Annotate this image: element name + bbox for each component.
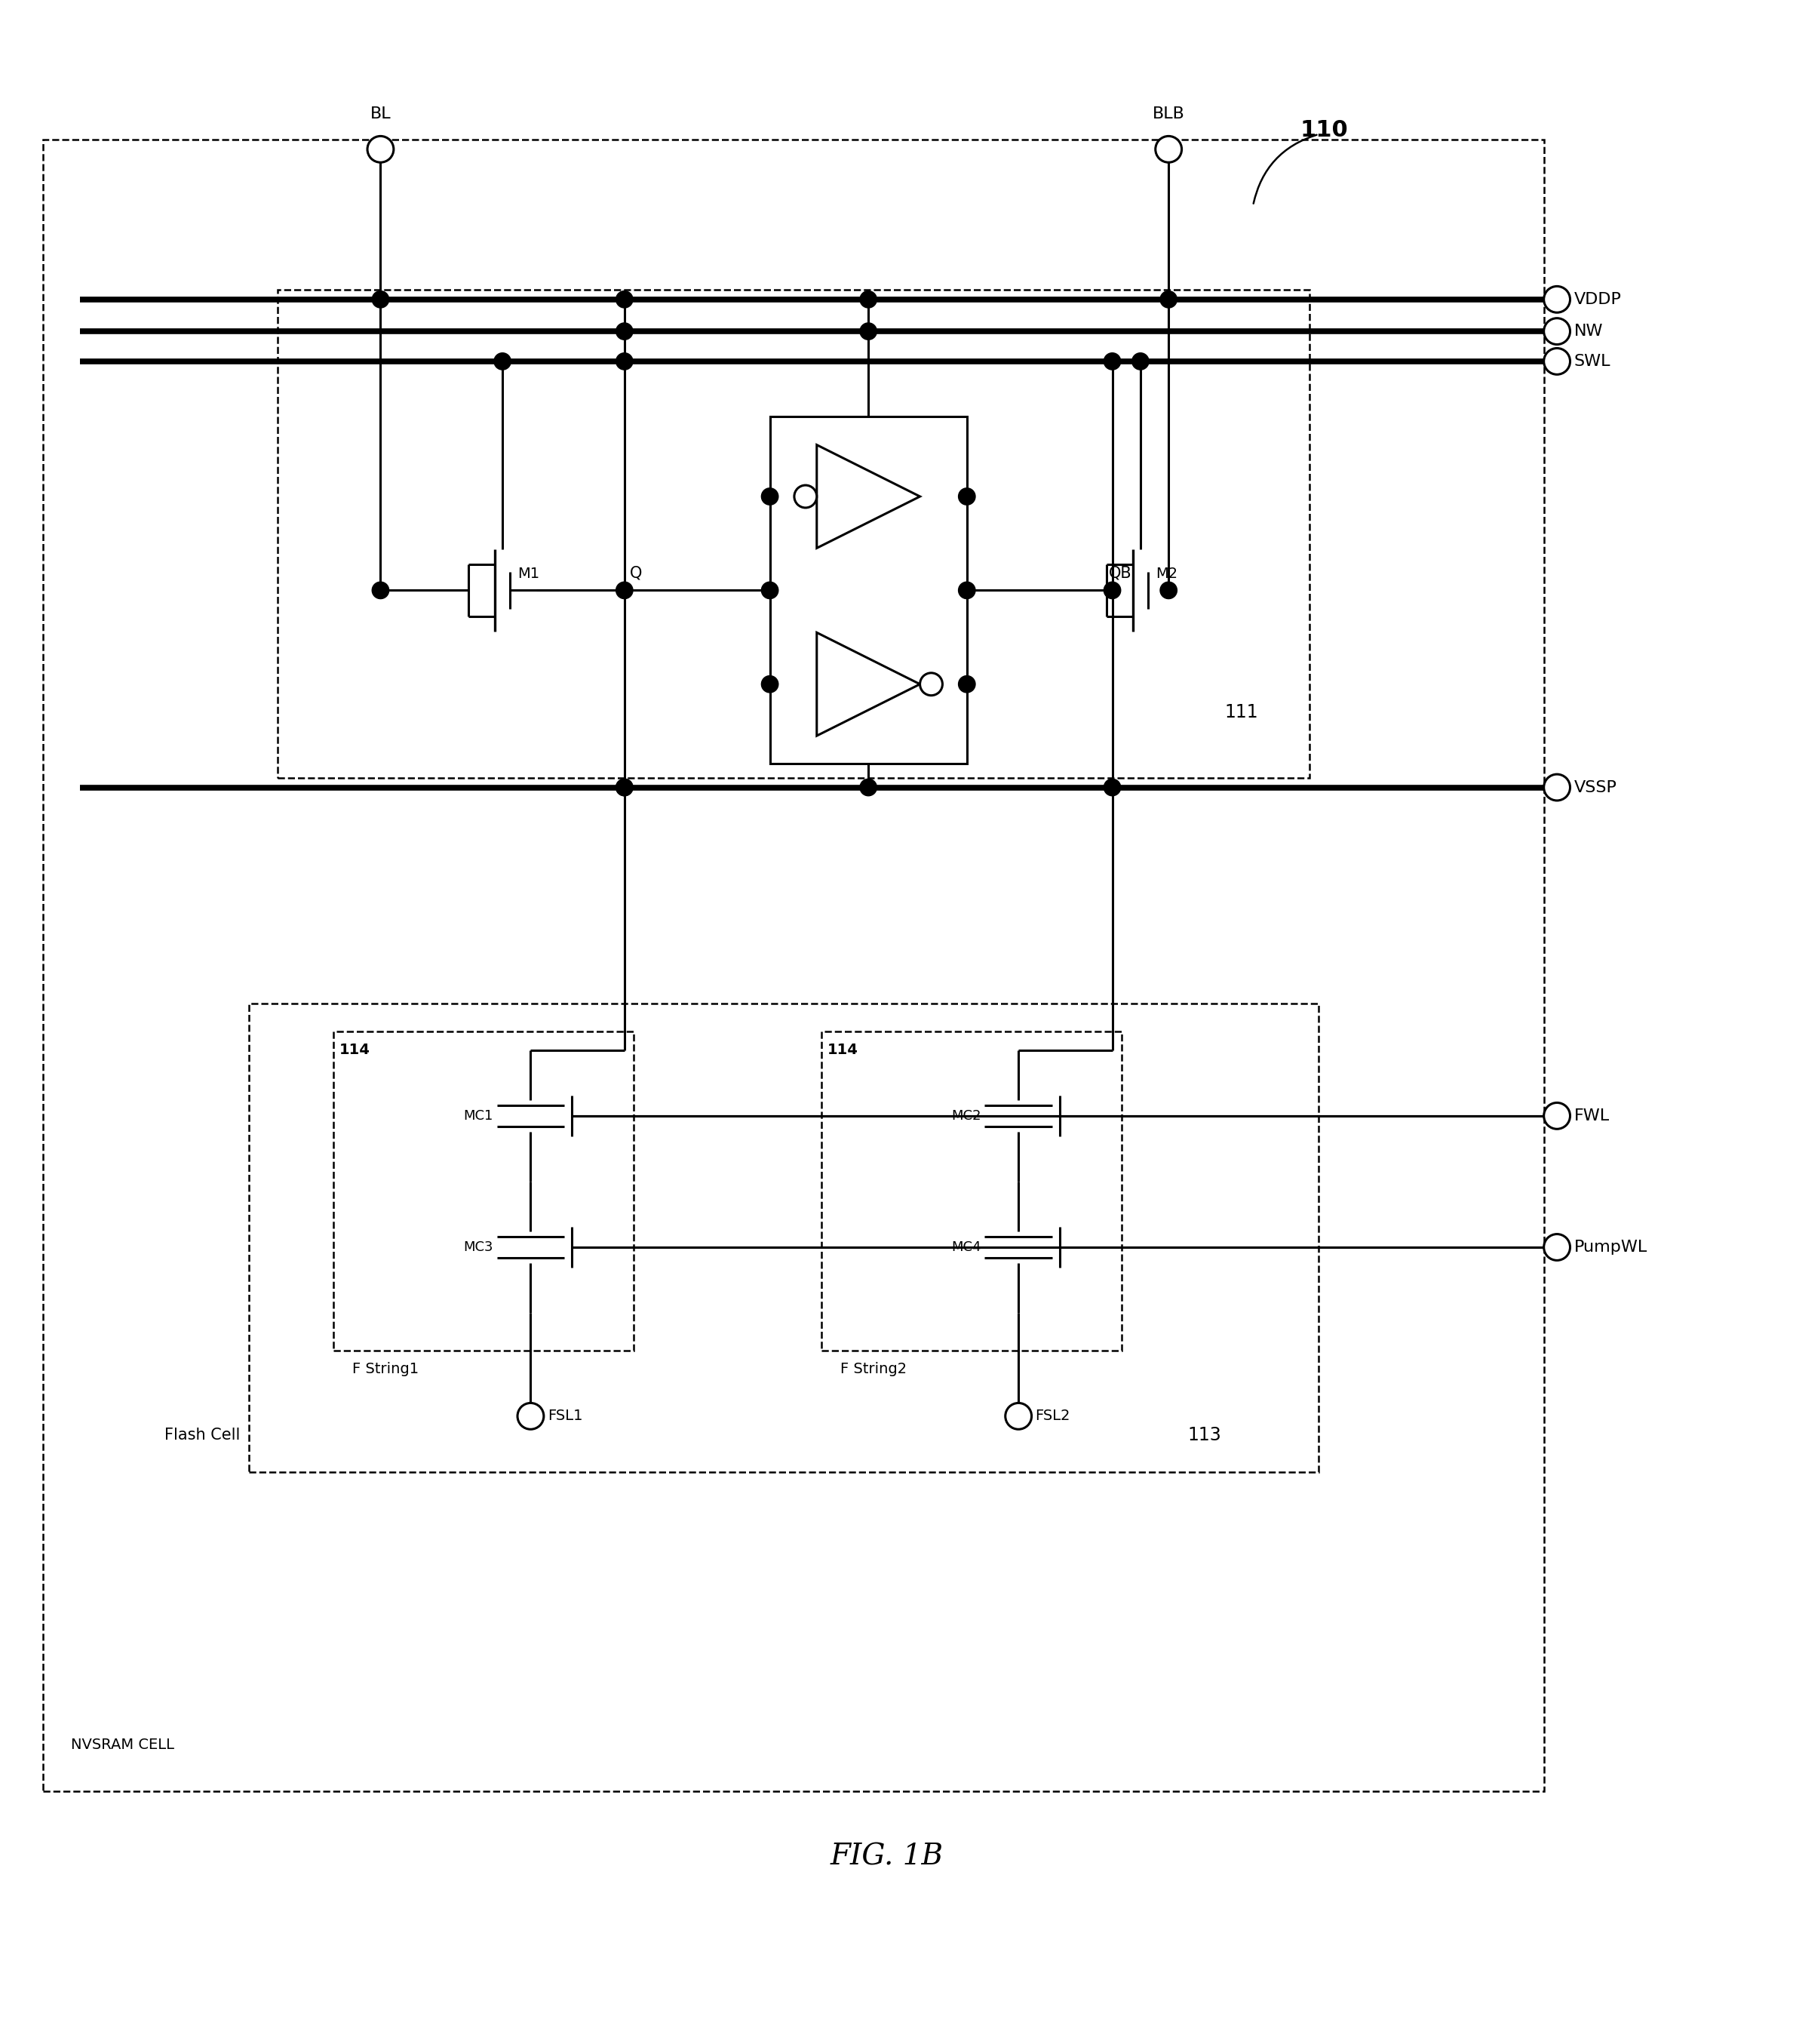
Circle shape (1104, 583, 1121, 599)
Text: F String2: F String2 (841, 1361, 907, 1376)
Circle shape (1131, 354, 1149, 370)
Circle shape (1544, 1235, 1571, 1261)
Bar (333, 1032, 633, 1351)
Circle shape (373, 583, 389, 599)
Circle shape (1160, 290, 1176, 309)
Circle shape (1544, 319, 1571, 345)
Circle shape (861, 290, 877, 309)
Circle shape (762, 489, 778, 505)
Text: FSL2: FSL2 (1035, 1408, 1070, 1423)
Circle shape (1544, 347, 1571, 374)
Circle shape (617, 779, 633, 795)
Text: PumpWL: PumpWL (1574, 1239, 1648, 1255)
Text: NW: NW (1574, 323, 1603, 339)
Bar (821, 1032, 1122, 1351)
Text: 114: 114 (827, 1042, 857, 1057)
Circle shape (1006, 1402, 1031, 1429)
Text: I2: I2 (868, 677, 880, 691)
Circle shape (518, 1402, 543, 1429)
Circle shape (1544, 1102, 1571, 1128)
Circle shape (762, 677, 778, 693)
Circle shape (1544, 286, 1571, 313)
Text: BL: BL (369, 106, 391, 121)
Bar (278, 290, 1309, 779)
Text: VDDP: VDDP (1574, 292, 1621, 307)
Circle shape (617, 779, 633, 795)
Text: Flash Cell: Flash Cell (165, 1427, 240, 1443)
Circle shape (959, 677, 975, 693)
Circle shape (617, 354, 633, 370)
Text: MC3: MC3 (463, 1241, 493, 1255)
Text: F String1: F String1 (353, 1361, 420, 1376)
Text: FWL: FWL (1574, 1108, 1610, 1124)
Circle shape (617, 290, 633, 309)
Text: M1: M1 (518, 566, 540, 580)
Circle shape (794, 484, 818, 507)
Circle shape (1155, 137, 1182, 161)
Text: 111: 111 (1225, 703, 1259, 722)
Text: 113: 113 (1187, 1427, 1221, 1443)
Circle shape (959, 489, 975, 505)
Bar (249, 1004, 1318, 1472)
Text: 110: 110 (1300, 119, 1348, 141)
Circle shape (920, 672, 943, 695)
Text: 114: 114 (339, 1042, 369, 1057)
Circle shape (495, 354, 511, 370)
Circle shape (861, 779, 877, 795)
Circle shape (1160, 583, 1176, 599)
Text: SWL: SWL (1574, 354, 1610, 368)
Text: VSSP: VSSP (1574, 781, 1617, 795)
Circle shape (1104, 354, 1121, 370)
Circle shape (617, 583, 633, 599)
Circle shape (861, 323, 877, 339)
Text: I1: I1 (868, 489, 880, 503)
Text: FSL1: FSL1 (547, 1408, 583, 1423)
Bar (43, 139, 1544, 1791)
Text: MC4: MC4 (950, 1241, 981, 1255)
Bar (769, 417, 966, 764)
Circle shape (959, 583, 975, 599)
Circle shape (373, 290, 389, 309)
Circle shape (1544, 775, 1571, 801)
Text: NVSRAM CELL: NVSRAM CELL (72, 1737, 174, 1752)
Circle shape (1104, 779, 1121, 795)
Text: Q: Q (629, 566, 642, 580)
Circle shape (368, 137, 394, 161)
Text: QB: QB (1108, 566, 1131, 580)
Circle shape (762, 583, 778, 599)
Text: M2: M2 (1155, 566, 1178, 580)
Text: FIG. 1B: FIG. 1B (830, 1844, 943, 1870)
Text: MC2: MC2 (950, 1110, 981, 1122)
Text: MC1: MC1 (463, 1110, 493, 1122)
Text: BLB: BLB (1153, 106, 1185, 121)
Circle shape (617, 323, 633, 339)
